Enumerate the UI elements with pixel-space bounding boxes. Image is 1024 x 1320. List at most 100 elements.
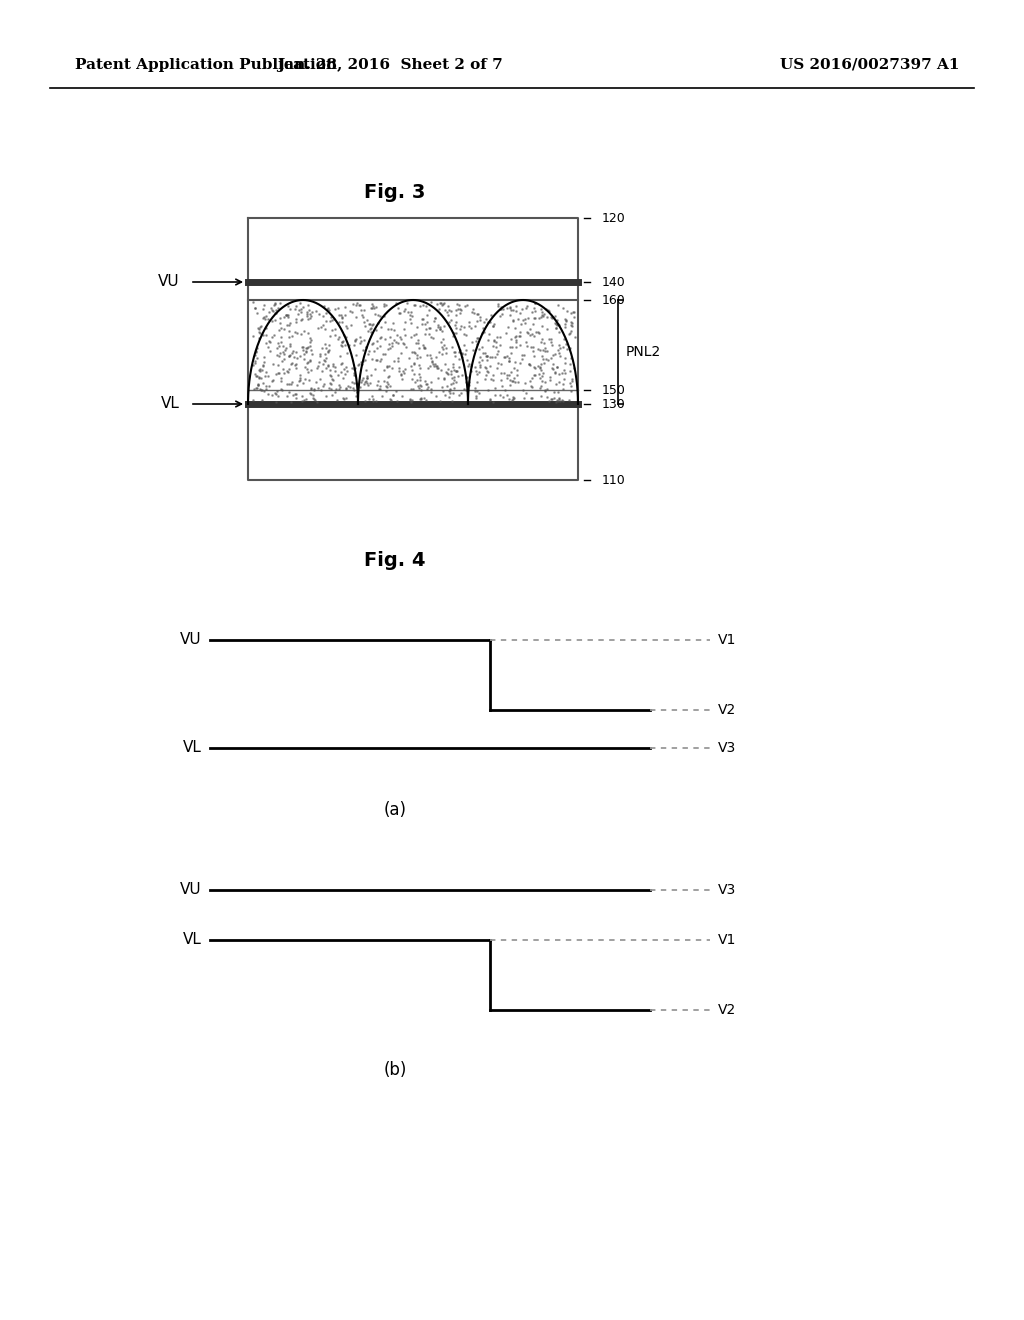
- Point: [485, 335, 502, 356]
- Point: [255, 355, 271, 376]
- Point: [358, 337, 375, 358]
- Point: [343, 314, 359, 335]
- Point: [403, 389, 420, 411]
- Point: [549, 315, 565, 337]
- Point: [562, 381, 579, 403]
- Point: [372, 351, 388, 372]
- Point: [267, 302, 284, 323]
- Point: [566, 306, 583, 327]
- Point: [439, 359, 456, 380]
- Point: [245, 292, 261, 313]
- Point: [257, 366, 273, 387]
- Point: [397, 325, 414, 346]
- Point: [562, 338, 579, 359]
- Point: [317, 347, 334, 368]
- Point: [443, 337, 460, 358]
- Point: [325, 352, 341, 374]
- Point: [385, 384, 401, 405]
- Point: [354, 306, 371, 327]
- Point: [369, 374, 385, 395]
- Point: [507, 371, 523, 392]
- Point: [300, 337, 316, 358]
- Point: [527, 322, 544, 343]
- Point: [504, 371, 520, 392]
- Point: [561, 323, 578, 345]
- Point: [530, 322, 547, 343]
- Point: [288, 296, 304, 317]
- Point: [493, 334, 509, 355]
- Point: [391, 302, 408, 323]
- Point: [480, 362, 497, 383]
- Point: [344, 356, 360, 378]
- Point: [292, 346, 308, 367]
- Point: [404, 305, 421, 326]
- Point: [509, 359, 525, 380]
- Point: [288, 309, 304, 330]
- Point: [493, 298, 509, 319]
- Point: [495, 387, 511, 408]
- Point: [316, 343, 333, 364]
- Point: [556, 360, 572, 381]
- Point: [458, 372, 474, 393]
- Point: [519, 296, 536, 317]
- Point: [334, 306, 350, 327]
- Point: [472, 310, 488, 331]
- Point: [454, 343, 470, 364]
- Point: [562, 376, 579, 397]
- Point: [301, 300, 317, 321]
- Point: [540, 379, 556, 400]
- Point: [294, 337, 310, 358]
- Point: [433, 331, 450, 352]
- Point: [506, 358, 522, 379]
- Point: [291, 371, 307, 392]
- Point: [262, 297, 279, 318]
- Point: [317, 310, 334, 331]
- Point: [537, 371, 553, 392]
- Point: [474, 342, 490, 363]
- Point: [278, 305, 294, 326]
- Point: [326, 309, 342, 330]
- Point: [318, 385, 335, 407]
- Point: [259, 384, 275, 405]
- Point: [321, 355, 337, 376]
- Point: [446, 378, 463, 399]
- Point: [393, 364, 410, 385]
- Point: [276, 343, 293, 364]
- Point: [270, 355, 287, 376]
- Point: [389, 347, 406, 368]
- Point: [356, 300, 373, 321]
- Point: [504, 389, 520, 411]
- Point: [436, 354, 453, 375]
- Point: [407, 294, 423, 315]
- Point: [331, 375, 347, 396]
- Point: [358, 337, 375, 358]
- Point: [544, 308, 560, 329]
- Point: [300, 352, 316, 374]
- Point: [563, 368, 580, 389]
- Point: [345, 378, 361, 399]
- Point: [436, 300, 453, 321]
- Point: [333, 354, 349, 375]
- Point: [458, 325, 474, 346]
- Point: [468, 334, 484, 355]
- Text: Jan. 28, 2016  Sheet 2 of 7: Jan. 28, 2016 Sheet 2 of 7: [278, 58, 503, 73]
- Point: [413, 379, 429, 400]
- Point: [401, 389, 418, 411]
- Point: [523, 378, 540, 399]
- Point: [369, 338, 385, 359]
- Point: [541, 391, 557, 412]
- Point: [311, 345, 328, 366]
- Point: [406, 294, 422, 315]
- Point: [394, 333, 411, 354]
- Point: [534, 366, 550, 387]
- Point: [530, 355, 547, 376]
- Point: [500, 297, 516, 318]
- Point: [449, 317, 465, 338]
- Point: [254, 389, 270, 411]
- Point: [259, 308, 275, 329]
- Point: [385, 351, 401, 372]
- Point: [324, 309, 340, 330]
- Point: [249, 337, 265, 358]
- Point: [489, 326, 506, 347]
- Point: [317, 319, 334, 341]
